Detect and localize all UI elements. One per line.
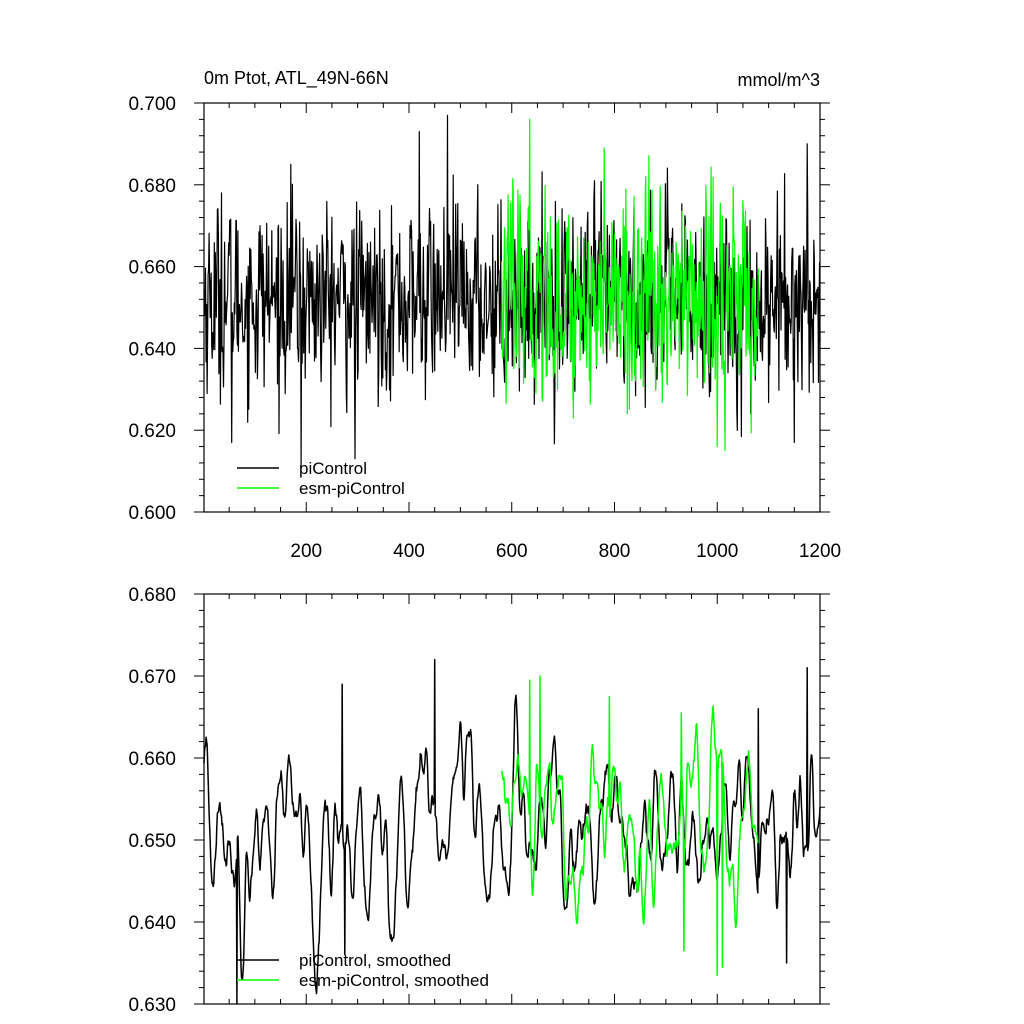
- x-tick-label: 1000: [696, 541, 738, 562]
- units-label: mmol/m^3: [738, 70, 820, 90]
- x-tick-label: 800: [599, 541, 631, 562]
- legend-label: piControl: [299, 459, 367, 478]
- y-tick-label: 0.680: [128, 176, 176, 197]
- y-tick-label: 0.620: [128, 421, 176, 442]
- y-tick-label: 0.640: [128, 913, 176, 934]
- y-tick-label: 0.650: [128, 831, 176, 852]
- legend-label: esm-piControl, smoothed: [299, 971, 489, 990]
- x-tick-label: 1200: [799, 541, 841, 562]
- legend-label: esm-piControl: [299, 479, 405, 498]
- y-tick-label: 0.700: [128, 94, 176, 115]
- y-tick-label: 0.670: [128, 667, 176, 688]
- y-tick-label: 0.660: [128, 258, 176, 279]
- top-panel: 0m Ptot, ATL_49N-66N mmol/m^3 0.600 0.620…: [128, 68, 841, 562]
- x-tick-label: 600: [496, 541, 528, 562]
- series-group: [203, 658, 821, 1005]
- x-tick-label: 200: [290, 541, 322, 562]
- x-tick-label: 400: [393, 541, 425, 562]
- axes-group: 0.630 0.640 0.650 0.660 0.670 0.680: [128, 585, 830, 1016]
- legend-label: piControl, smoothed: [299, 951, 451, 970]
- y-tick-label: 0.660: [128, 749, 176, 770]
- series-line-esm-picontrol: [500, 118, 759, 452]
- y-tick-label: 0.640: [128, 339, 176, 360]
- bottom-panel: 0.630 0.640 0.650 0.660 0.670 0.680 piControl…: [128, 585, 830, 1016]
- axes-group: 0.600 0.620 0.640 0.660 0.680 0.700 200 400 600 8…: [128, 94, 841, 562]
- y-tick-label: 0.680: [128, 585, 176, 606]
- series-line-esm-picontrol: [500, 675, 759, 977]
- y-tick-label: 0.600: [128, 503, 176, 524]
- series-group: [203, 114, 821, 468]
- y-tick-label: 0.630: [128, 995, 176, 1016]
- panel-title: 0m Ptot, ATL_49N-66N: [204, 68, 389, 89]
